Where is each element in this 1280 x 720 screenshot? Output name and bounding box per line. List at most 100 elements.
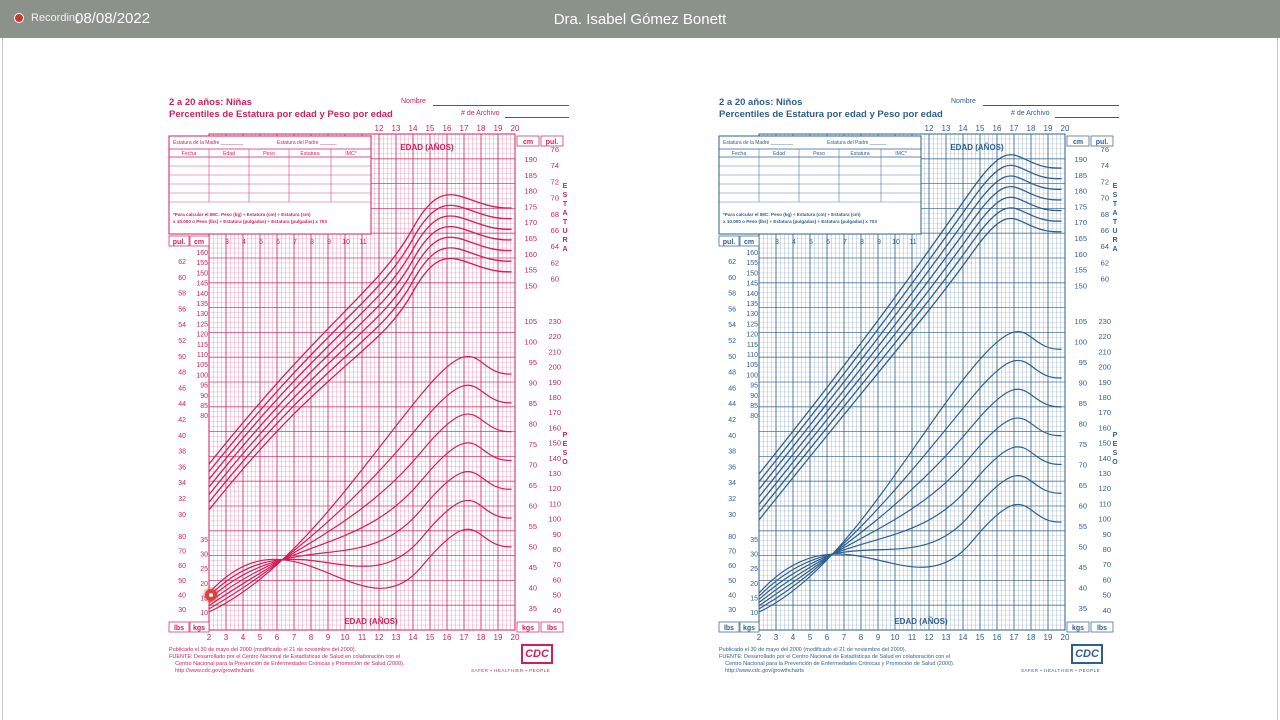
weight-lb-tick-right: 60	[1103, 575, 1111, 584]
stature-cm-tick: 125	[196, 321, 208, 328]
weight-percentile-curve	[758, 475, 1062, 597]
stature-in-tick: 32	[178, 496, 186, 503]
stature-cm-tick: 130	[196, 311, 208, 318]
weight-percentile-curve	[758, 359, 1062, 610]
weight-kg-tick-right: 45	[1079, 563, 1087, 572]
weight-lb-tick: 60	[178, 563, 186, 570]
bottom-age-tick: 4	[241, 633, 246, 642]
recording-label[interactable]: Recording	[31, 12, 79, 24]
unit-box	[540, 135, 564, 147]
unit-label-lb: lbs	[1097, 625, 1107, 632]
stature-percentile-curve	[758, 175, 1062, 490]
bottom-age-tick: 5	[808, 633, 813, 642]
stature-cm-tick: 130	[746, 311, 758, 318]
mini-age-tick: 3	[775, 239, 779, 246]
bottom-age-tick: 2	[757, 633, 762, 642]
stature-in-tick-right: 72	[551, 177, 559, 186]
stature-cm-tick: 85	[200, 403, 208, 410]
weight-percentile-curve	[758, 503, 1062, 594]
right-estatura-label: R	[562, 237, 567, 244]
right-estatura-label: A	[562, 246, 567, 253]
age-axis-title: EDAD (AÑOS)	[950, 143, 1004, 152]
stature-cm-tick-right: 160	[1074, 250, 1087, 259]
unit-label-in: pul.	[723, 239, 735, 246]
stature-percentile-curve	[208, 226, 512, 488]
weight-lb-tick: 50	[728, 578, 736, 585]
weight-percentile-curve	[758, 417, 1062, 604]
right-estatura-label: S	[563, 192, 568, 199]
weight-kg-tick: 10	[750, 610, 758, 617]
bottom-age-tick: 13	[942, 633, 951, 642]
right-estatura-label: A	[1112, 246, 1117, 253]
stature-in-tick: 32	[728, 496, 736, 503]
parent-height-label: Estatura de la Madre ________	[173, 140, 243, 146]
chart-subtitle: Percentiles de Estatura por edad y Peso …	[719, 109, 943, 120]
recording-indicator-icon[interactable]	[14, 13, 24, 23]
stature-in-tick: 50	[728, 354, 736, 361]
chart-title: 2 a 20 años: Niñas	[169, 97, 252, 108]
stature-in-tick: 56	[178, 306, 186, 313]
right-estatura-label: E	[1113, 183, 1118, 190]
record-table	[718, 135, 922, 235]
meeting-top-bar: Recording 08/08/2022 Dra. Isabel Gómez B…	[0, 0, 1280, 38]
stature-percentile-curve	[758, 186, 1062, 498]
unit-label-kg: kgs	[193, 625, 205, 632]
bottom-age-tick: 10	[891, 633, 900, 642]
stature-in-tick: 30	[178, 512, 186, 519]
weight-percentile-curve	[208, 442, 512, 604]
weight-kg-tick-right: 105	[1074, 317, 1087, 326]
weight-lb-tick: 30	[178, 607, 186, 614]
bottom-age-tick: 14	[409, 633, 418, 642]
mini-age-tick: 4	[792, 239, 796, 246]
table-header: Peso	[813, 151, 825, 157]
stature-cm-tick-right: 150	[524, 281, 537, 290]
bottom-age-tick: 7	[842, 633, 847, 642]
top-age-tick: 16	[443, 124, 452, 133]
stature-in-tick: 56	[728, 306, 736, 313]
weight-kg-tick-right: 45	[529, 563, 537, 572]
table-header: Edad	[223, 151, 235, 157]
table-header: Peso	[263, 151, 275, 157]
mini-age-tick: 8	[860, 239, 864, 246]
stature-in-tick: 30	[728, 512, 736, 519]
weight-kg-tick-right: 100	[1074, 338, 1087, 347]
table-header: IMC*	[345, 151, 357, 157]
record-line	[1055, 117, 1119, 118]
mini-age-tick: 10	[342, 239, 350, 246]
weight-kg-tick: 25	[750, 566, 758, 573]
unit-box	[1066, 135, 1090, 147]
imc-note: x 10.000 o Peso (lbs) ÷ Estatura (pulgad…	[723, 219, 877, 224]
stature-cm-tick: 100	[746, 372, 758, 379]
stature-cm-tick: 80	[200, 413, 208, 420]
stature-cm-tick-right: 185	[1074, 171, 1087, 180]
stature-in-tick: 60	[178, 275, 186, 282]
weight-lb-tick-right: 170	[1098, 408, 1111, 417]
date-label: 08/08/2022	[75, 10, 151, 27]
mini-age-tick: 5	[809, 239, 813, 246]
bottom-age-tick: 20	[511, 633, 520, 642]
weight-kg-tick-right: 70	[1079, 461, 1087, 470]
mini-age-tick: 11	[359, 239, 366, 246]
weight-lb-tick: 40	[728, 592, 736, 599]
top-age-tick: 17	[460, 124, 469, 133]
stature-in-tick-right: 74	[551, 161, 559, 170]
right-estatura-label: T	[563, 201, 568, 208]
weight-lb-tick-right: 70	[553, 560, 561, 569]
bottom-age-tick: 6	[275, 633, 280, 642]
right-peso-label: E	[563, 441, 568, 448]
stature-in-tick-right: 62	[551, 258, 559, 267]
stature-cm-tick-right: 170	[1074, 218, 1087, 227]
chart-footer: Publicado el 30 de mayo del 2000 (modifi…	[169, 647, 405, 674]
unit-label-lb: lbs	[724, 625, 734, 632]
weight-lb-tick-right: 210	[1098, 347, 1111, 356]
cdc-logo: CDC	[521, 644, 553, 664]
weight-percentile-curve	[208, 499, 512, 597]
stature-in-tick: 34	[728, 480, 736, 487]
stature-percentile-curve	[208, 215, 512, 480]
weight-lb-tick-right: 110	[549, 499, 561, 508]
weight-kg-tick: 35	[200, 537, 208, 544]
unit-box	[1066, 621, 1090, 633]
mini-age-tick: 9	[877, 239, 881, 246]
stature-in-tick: 42	[178, 417, 186, 424]
stature-in-tick: 44	[728, 401, 736, 408]
